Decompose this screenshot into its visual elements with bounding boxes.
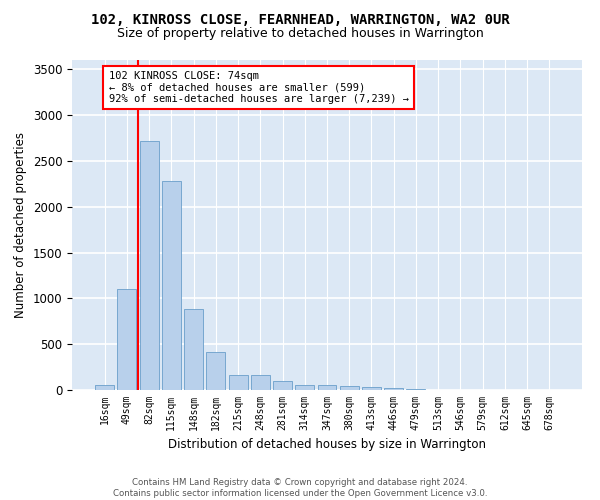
Bar (384, 388, 403, 390)
Y-axis label: Number of detached properties: Number of detached properties (14, 132, 27, 318)
Bar (118, 289, 136, 390)
Bar (184, 310, 203, 390)
Text: 102, KINROSS CLOSE, FEARNHEAD, WARRINGTON, WA2 0UR: 102, KINROSS CLOSE, FEARNHEAD, WARRINGTO… (91, 12, 509, 26)
Bar (140, 140, 158, 390)
Bar (95, 385, 114, 390)
Bar (229, 375, 248, 390)
Bar (273, 382, 292, 390)
Bar (206, 352, 225, 390)
Text: Size of property relative to detached houses in Warrington: Size of property relative to detached ho… (116, 28, 484, 40)
Bar (162, 181, 181, 390)
Bar (340, 386, 359, 390)
X-axis label: Distribution of detached houses by size in Warrington: Distribution of detached houses by size … (168, 438, 486, 452)
Bar (295, 384, 314, 390)
Bar (251, 375, 270, 390)
Bar (362, 387, 381, 390)
Bar (406, 388, 425, 390)
Text: 102 KINROSS CLOSE: 74sqm
← 8% of detached houses are smaller (599)
92% of semi-d: 102 KINROSS CLOSE: 74sqm ← 8% of detache… (109, 71, 409, 104)
Bar (317, 386, 337, 390)
Text: Contains HM Land Registry data © Crown copyright and database right 2024.
Contai: Contains HM Land Registry data © Crown c… (113, 478, 487, 498)
